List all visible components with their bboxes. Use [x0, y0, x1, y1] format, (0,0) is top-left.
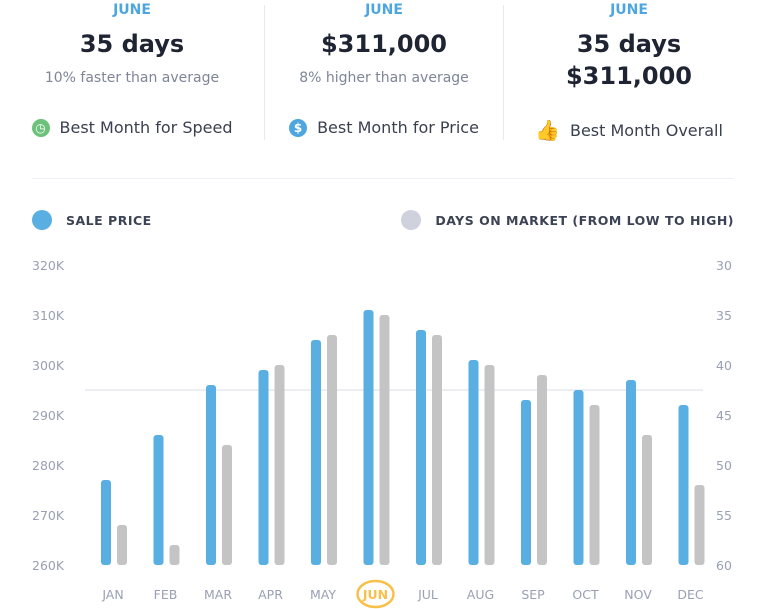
left-axis-tick: 290K — [32, 408, 65, 423]
price-month: JUNE — [365, 2, 403, 18]
overall-price: $311,000 — [565, 62, 692, 90]
days-on-market-bar — [642, 435, 652, 565]
right-axis-tick: 35 — [716, 308, 732, 323]
left-axis-tick: 300K — [32, 358, 65, 373]
dollar-icon: $ — [289, 118, 308, 137]
sale-price-bar — [311, 340, 321, 565]
month-label: MAY — [310, 587, 336, 602]
legend-days: DAYS ON MARKET (FROM LOW TO HIGH) — [401, 210, 734, 230]
sale-price-bar — [206, 385, 216, 565]
speed-badge: Best Month for Speed — [59, 118, 233, 137]
price-value: $311,000 — [320, 30, 447, 58]
right-axis-tick: 30 — [716, 258, 732, 273]
right-axis-tick: 55 — [716, 508, 732, 523]
overall-days: 35 days — [576, 30, 682, 58]
legend-sale-price: SALE PRICE — [32, 210, 152, 230]
divider — [264, 5, 265, 140]
section-divider — [32, 178, 734, 179]
days-on-market-bar — [379, 315, 390, 565]
month-label: SEP — [521, 587, 545, 602]
month-label: APR — [258, 587, 283, 602]
legend-label: SALE PRICE — [66, 212, 152, 228]
month-label: JAN — [101, 587, 123, 602]
month-label: JUL — [417, 587, 438, 602]
days-on-market-bar — [589, 405, 600, 565]
days-on-market-bar — [274, 365, 285, 565]
right-axis-tick: 60 — [716, 558, 732, 573]
month-label: JUN — [362, 587, 388, 602]
sale-price-bar — [101, 480, 111, 565]
clock-icon: ◷ — [31, 118, 50, 137]
left-axis-tick: 260K — [32, 558, 65, 573]
speed-subtitle: 10% faster than average — [44, 70, 220, 86]
sale-price-bar — [153, 435, 164, 565]
days-on-market-bar — [537, 375, 547, 565]
days-on-market-bar — [484, 365, 495, 565]
sale-price-bar — [678, 405, 689, 565]
days-on-market-bar — [169, 545, 180, 565]
days-on-market-bar — [327, 335, 337, 565]
left-axis-tick: 310K — [32, 308, 65, 323]
sale-price-bar — [521, 400, 531, 565]
sale-price-bar — [468, 360, 479, 565]
month-label: NOV — [624, 587, 652, 602]
sale-price-bar — [573, 390, 584, 565]
left-axis-tick: 270K — [32, 508, 65, 523]
days-on-market-bar — [222, 445, 232, 565]
price-badge: Best Month for Price — [317, 118, 479, 137]
month-label: DEC — [677, 587, 704, 602]
days-on-market-bar — [694, 485, 705, 565]
right-axis-tick: 40 — [716, 358, 732, 373]
month-label: AUG — [467, 587, 494, 602]
right-axis-tick: 50 — [716, 458, 732, 473]
month-label: FEB — [154, 587, 178, 602]
sale-price-bar — [363, 310, 374, 565]
legend-gray-dot — [401, 210, 422, 230]
month-label: MAR — [204, 587, 232, 602]
overall-month: JUNE — [610, 2, 648, 18]
left-axis-tick: 320K — [32, 258, 65, 273]
overall-badge: Best Month Overall — [569, 120, 723, 140]
speed-month: JUNE — [113, 2, 151, 18]
legend-blue-dot — [32, 210, 52, 230]
bar-chart: 320K 310K 300K 290K 280K 270K 260K 30 35 40 45 50 55… — [32, 258, 732, 609]
sale-price-bar — [416, 330, 426, 565]
thumbs-up-icon: 👍 — [535, 118, 560, 142]
legend-label: DAYS ON MARKET (FROM LOW TO HIGH) — [435, 212, 734, 228]
sale-price-bar — [626, 380, 636, 565]
speed-value: 35 days — [79, 30, 185, 58]
right-axis-tick: 45 — [716, 408, 732, 423]
highlight-circle — [356, 579, 395, 609]
sale-price-bar — [258, 370, 269, 565]
price-subtitle: 8% higher than average — [299, 70, 469, 86]
left-axis-tick: 280K — [32, 458, 65, 473]
days-on-market-bar — [117, 525, 127, 565]
days-on-market-bar — [432, 335, 442, 565]
month-label: OCT — [572, 587, 599, 602]
divider — [503, 5, 504, 140]
